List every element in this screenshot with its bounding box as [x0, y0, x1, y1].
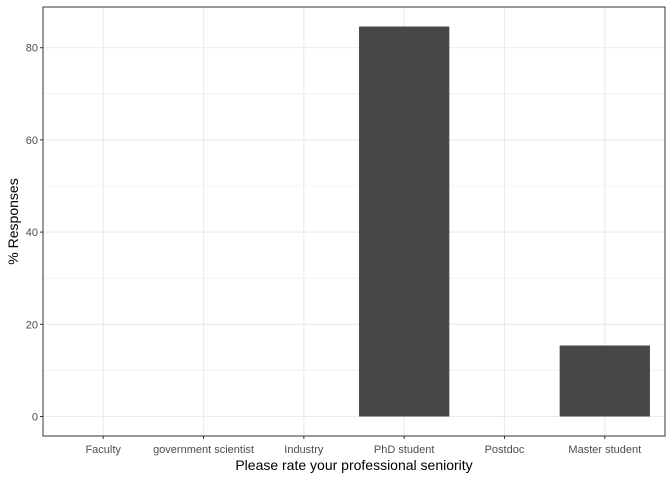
x-tick-label: Master student	[568, 444, 641, 456]
y-tick-label: 20	[26, 319, 38, 331]
x-tick-label: government scientist	[153, 444, 254, 456]
x-tick-label: Industry	[284, 444, 324, 456]
bar	[359, 26, 450, 417]
y-tick-label: 60	[26, 135, 38, 147]
x-tick-label: Faculty	[85, 444, 121, 456]
y-axis-title: % Responses	[5, 178, 21, 264]
y-axis-ticks: 0 20 40 60 80	[26, 43, 43, 424]
bars	[359, 26, 650, 417]
x-tick-label: PhD student	[374, 444, 435, 456]
x-axis-ticks: Faculty government scientist Industry PhD s…	[85, 436, 641, 456]
bar	[559, 345, 650, 417]
y-tick-label: 80	[26, 43, 38, 55]
panel-border	[42, 6, 666, 437]
x-axis-title: Please rate your professional seniority	[235, 457, 472, 473]
x-tick-label: Postdoc	[485, 444, 525, 456]
y-tick-label: 40	[26, 227, 38, 239]
y-tick-label: 0	[32, 412, 38, 424]
